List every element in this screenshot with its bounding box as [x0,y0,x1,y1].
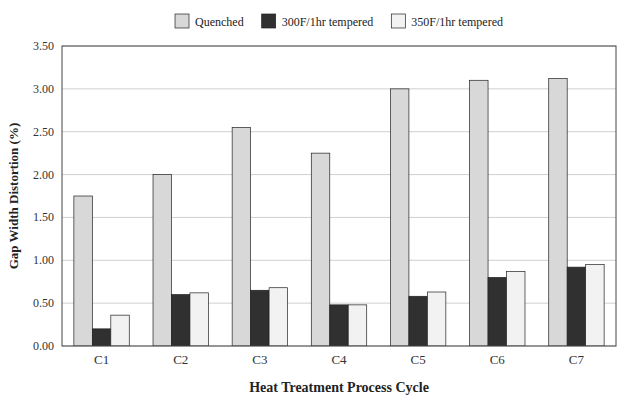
bar [269,288,287,346]
bar [190,293,208,346]
bar [390,89,408,346]
bar [586,265,604,346]
legend-label: Quenched [195,15,244,29]
x-tick-label: C7 [569,352,585,367]
legend-swatch [391,14,405,28]
x-tick-label: C4 [331,352,347,367]
grid-line [62,303,616,304]
plot-frame [62,46,616,346]
bar [111,315,129,346]
legend-swatch [262,14,276,28]
bar [507,271,525,346]
chart: 0.00 0.50 1.00 1.50 2.00 2.50 3.00 3.50 C1 C2 C3 C4… [0,0,630,404]
y-tick-label: 2.50 [33,125,54,139]
bar [567,267,585,346]
y-tick-label: 1.50 [33,210,54,224]
bar [427,292,445,346]
y-tick-label: 3.50 [33,39,54,53]
grid-line [62,260,616,261]
x-tick-label: C1 [94,352,109,367]
x-tick-label: C3 [252,352,267,367]
x-tick-label: C2 [173,352,188,367]
bar [92,329,110,346]
legend: Quenched 300F/1hr tempered 350F/1hr temper… [175,14,503,29]
bar [330,305,348,346]
legend-label: 300F/1hr tempered [282,15,374,29]
bar [470,80,488,346]
bar [232,127,250,346]
legend-swatch [175,14,189,28]
y-tick-label: 0.50 [33,296,54,310]
y-axis-label: Gap Width Distortion (%) [6,123,21,270]
bar [409,296,427,346]
bar [74,196,92,346]
bars [74,79,604,346]
x-axis-label: Heat Treatment Process Cycle [249,380,429,395]
x-tick-label: C5 [411,352,426,367]
x-tick-label: C6 [490,352,506,367]
plot-background [62,46,616,346]
bar [549,79,567,346]
y-tick-label: 2.00 [33,168,54,182]
bar [348,305,366,346]
grid-line [62,217,616,218]
bar [488,277,506,346]
y-tick-label: 3.00 [33,82,54,96]
y-tick-label: 1.00 [33,253,54,267]
grid-line [62,174,616,175]
grid-line [62,88,616,89]
grid-line [62,131,616,132]
bar [311,153,329,346]
legend-label: 350F/1hr tempered [411,15,503,29]
y-tick-label: 0.00 [33,339,54,353]
bar [171,295,189,346]
bar [153,175,171,346]
bar [251,290,269,346]
